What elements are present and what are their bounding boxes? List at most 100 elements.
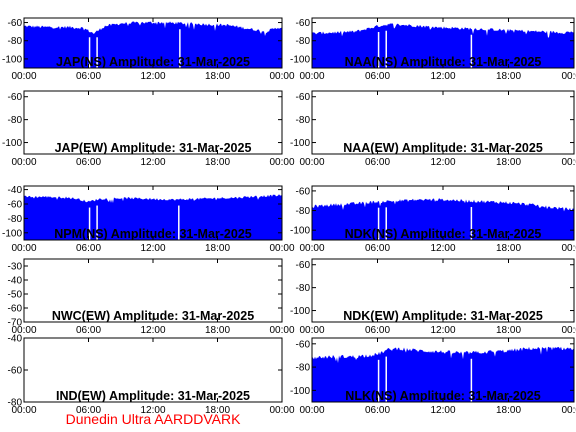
x-tick-label: 00:00	[561, 405, 576, 416]
x-tick-label: 12:00	[140, 243, 165, 254]
y-tick-label: -60	[8, 366, 23, 377]
x-tick-label: 06:00	[365, 71, 390, 82]
panel-title: JAP(EW) Amplitude: 31-Mar-2025	[55, 141, 252, 155]
footer-label: Dunedin Ultra AARDDVARK	[66, 411, 241, 427]
x-tick-label: 18:00	[496, 405, 521, 416]
y-tick-label: -100	[290, 386, 310, 397]
panel-1: -60 -80 -100 00:00 06:00 12:00 18:00 00:00 JAP(N…	[2, 17, 295, 82]
y-tick-label: -50	[8, 290, 23, 301]
x-tick-label: 18:00	[205, 325, 230, 336]
panel-4: -60 -80 -100 00:00 06:00 12:00 18:00 00:00 NAA(E…	[290, 90, 576, 168]
x-tick-label: 00:00	[561, 325, 576, 336]
y-tick-label: -100	[2, 138, 22, 149]
y-tick-label: -80	[8, 214, 23, 225]
y-tick-label: -60	[296, 18, 311, 29]
x-tick-label: 00:00	[299, 405, 324, 416]
x-tick-label: 06:00	[76, 71, 101, 82]
x-tick-label: 00:00	[269, 71, 294, 82]
panel-title: NAA(EW) Amplitude: 31-Mar-2025	[343, 141, 543, 155]
panel-title: NPM(NS) Amplitude: 31-Mar-2025	[54, 227, 252, 241]
y-tick-label: -60	[296, 186, 311, 197]
y-tick-label: -80	[296, 206, 311, 217]
y-tick-label: -60	[8, 92, 23, 103]
x-tick-label: 18:00	[205, 157, 230, 168]
x-tick-label: 12:00	[140, 405, 165, 416]
panel-title: NDK(NS) Amplitude: 31-Mar-2025	[345, 227, 542, 241]
y-tick-label: -80	[8, 398, 23, 409]
x-tick-label: 18:00	[205, 405, 230, 416]
x-tick-label: 06:00	[365, 157, 390, 168]
x-tick-label: 06:00	[76, 405, 101, 416]
y-tick-label: -100	[2, 228, 22, 239]
y-tick-label: -40	[8, 276, 23, 287]
x-tick-label: 06:00	[76, 157, 101, 168]
y-tick-label: -60	[8, 200, 23, 211]
x-tick-label: 00:00	[299, 157, 324, 168]
x-tick-label: 12:00	[430, 405, 455, 416]
x-tick-label: 00:00	[269, 405, 294, 416]
x-tick-label: 06:00	[365, 405, 390, 416]
y-tick-label: -80	[296, 363, 311, 374]
x-tick-label: 00:00	[561, 157, 576, 168]
panel-title: NLK(NS) Amplitude: 31-Mar-2025	[345, 389, 540, 403]
x-tick-label: 00:00	[299, 71, 324, 82]
x-tick-label: 18:00	[496, 325, 521, 336]
y-tick-label: -80	[8, 115, 23, 126]
y-tick-label: -80	[296, 283, 311, 294]
y-tick-label: -30	[8, 262, 23, 273]
x-tick-label: 00:00	[561, 243, 576, 254]
amplitude-trace	[312, 198, 574, 240]
y-tick-label: -60	[8, 304, 23, 315]
y-tick-label: -60	[296, 339, 311, 350]
x-tick-label: 12:00	[430, 243, 455, 254]
panel-3: -60 -80 -100 00:00 06:00 12:00 18:00 00:00 JAP(E…	[2, 90, 295, 168]
x-tick-label: 00:00	[11, 157, 36, 168]
y-tick-label: -70	[8, 318, 23, 329]
x-tick-label: 18:00	[496, 71, 521, 82]
panel-title: NAA(NS) Amplitude: 31-Mar-2025	[345, 55, 542, 69]
x-tick-label: 06:00	[76, 243, 101, 254]
panel-title: NWC(EW) Amplitude: 31-Mar-2025	[52, 309, 254, 323]
x-tick-label: 00:00	[561, 71, 576, 82]
x-tick-label: 00:00	[11, 71, 36, 82]
x-tick-label: 00:00	[11, 325, 36, 336]
x-tick-label: 12:00	[140, 325, 165, 336]
panel-8: -60 -80 -100 00:00 06:00 12:00 18:00 00:00 NDK(E…	[290, 258, 576, 336]
x-tick-label: 18:00	[496, 243, 521, 254]
y-tick-label: -40	[8, 185, 23, 196]
panel-2: -60 -80 -100 00:00 06:00 12:00 18:00 00:00 NAA(N…	[290, 17, 576, 82]
x-tick-label: 12:00	[140, 71, 165, 82]
x-tick-label: 12:00	[430, 325, 455, 336]
amplitude-trace	[312, 23, 574, 68]
y-tick-label: -100	[290, 226, 310, 237]
y-tick-label: -80	[296, 36, 311, 47]
x-tick-label: 18:00	[205, 243, 230, 254]
x-tick-label: 00:00	[299, 243, 324, 254]
x-tick-label: 06:00	[76, 325, 101, 336]
panel-6: -60 -80 -100 00:00 06:00 12:00 18:00 00:00 NDK(N…	[290, 185, 576, 254]
x-tick-label: 00:00	[11, 243, 36, 254]
y-tick-label: -80	[8, 36, 23, 47]
x-tick-label: 06:00	[365, 325, 390, 336]
y-tick-label: -40	[8, 334, 23, 345]
y-tick-label: -100	[2, 54, 22, 65]
y-tick-label: -100	[290, 138, 310, 149]
y-tick-label: -80	[296, 115, 311, 126]
panel-title: NDK(EW) Amplitude: 31-Mar-2025	[343, 309, 543, 323]
amplitude-trace	[24, 194, 282, 240]
x-tick-label: 18:00	[205, 71, 230, 82]
x-tick-label: 12:00	[430, 157, 455, 168]
x-tick-label: 18:00	[496, 157, 521, 168]
y-tick-label: -100	[290, 306, 310, 317]
x-tick-label: 12:00	[430, 71, 455, 82]
amplitude-trace	[312, 346, 574, 402]
x-tick-label: 00:00	[11, 405, 36, 416]
x-tick-label: 00:00	[299, 325, 324, 336]
y-tick-label: -100	[290, 54, 310, 65]
x-tick-label: 12:00	[140, 157, 165, 168]
y-tick-label: -60	[296, 92, 311, 103]
y-tick-label: -60	[8, 18, 23, 29]
